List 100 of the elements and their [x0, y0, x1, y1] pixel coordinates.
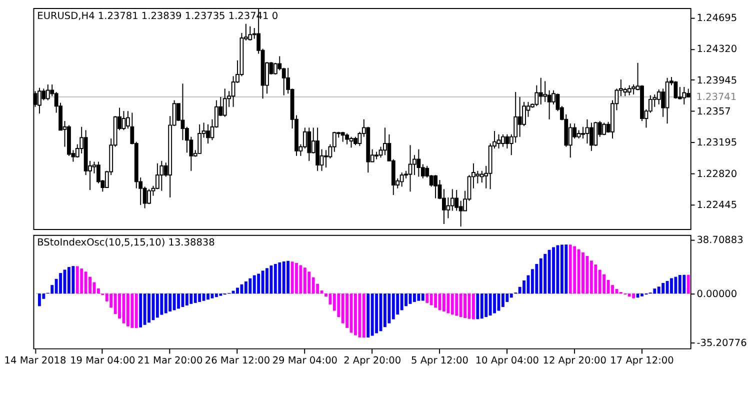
y-tick-label: -35.20776 [696, 338, 747, 350]
x-tick-label: 5 Apr 12:00 [411, 355, 468, 366]
candlestick [434, 174, 438, 199]
candlestick [412, 154, 416, 176]
bar [236, 288, 239, 294]
bar [156, 294, 159, 318]
bar [240, 284, 244, 294]
bar [442, 294, 446, 312]
candlestick [416, 148, 421, 178]
bar [662, 282, 665, 294]
x-tick-label: 21 Mar 20:00 [137, 355, 203, 366]
candlestick [38, 87, 42, 114]
bar [274, 264, 277, 294]
bar [602, 274, 606, 294]
candlestick [505, 134, 510, 149]
bar [421, 294, 424, 301]
bar [139, 294, 142, 328]
bar [670, 278, 673, 294]
bar [640, 294, 644, 296]
candlestick [476, 170, 480, 184]
bar [417, 294, 420, 301]
x-tick-label: 12 Apr 20:00 [542, 355, 606, 366]
candlestick [302, 127, 307, 149]
candlestick [568, 123, 572, 158]
x-tick-label: 17 Apr 12:00 [610, 355, 674, 366]
candlestick [602, 122, 606, 136]
bar [413, 294, 416, 302]
candlestick [324, 150, 328, 168]
candlestick [358, 131, 362, 146]
bar [232, 290, 235, 294]
candlestick [180, 83, 185, 141]
candlestick [589, 122, 594, 152]
y-tick-label: 1.24695 [696, 13, 738, 24]
x-tick-label: 2 Apr 20:00 [344, 355, 402, 366]
candlestick [160, 160, 164, 192]
candlestick [458, 200, 463, 228]
candlestick [632, 84, 636, 95]
candlestick [454, 190, 459, 212]
bar [362, 294, 366, 338]
x-tick-label: 10 Apr 04:00 [475, 355, 540, 366]
bar [552, 247, 555, 294]
candlestick [543, 80, 548, 102]
bar [459, 294, 462, 318]
bar [472, 294, 475, 320]
bar [450, 294, 454, 315]
bar [160, 294, 164, 315]
bar [548, 250, 551, 294]
bar [148, 294, 150, 323]
candlestick [538, 77, 543, 105]
y-tick-label: 1.23945 [696, 75, 738, 86]
bar [388, 294, 391, 324]
bar [434, 294, 438, 308]
bar [286, 260, 290, 294]
bar [126, 294, 130, 326]
bar [568, 244, 572, 294]
bar [476, 294, 480, 320]
candlestick [400, 172, 404, 188]
bar [202, 294, 206, 301]
candlestick [378, 146, 383, 158]
bar [358, 294, 362, 338]
bar [455, 294, 458, 316]
candlestick [547, 90, 552, 120]
bar [206, 294, 210, 300]
candlestick [496, 134, 501, 149]
bar [370, 294, 374, 336]
candlestick [627, 84, 632, 96]
bar [248, 278, 252, 294]
candlestick [222, 88, 227, 118]
bar [177, 294, 180, 309]
bar [80, 268, 84, 294]
bar [172, 294, 176, 310]
bar [678, 274, 682, 294]
y-tick-label: 1.2357 [696, 106, 731, 118]
bar [214, 294, 218, 298]
bar [84, 272, 88, 294]
bar [480, 294, 484, 319]
bar [76, 266, 79, 294]
bar [130, 294, 134, 328]
bar [464, 294, 466, 318]
bar [392, 294, 395, 320]
bar [539, 258, 542, 294]
bar [366, 294, 370, 338]
bar [244, 281, 248, 294]
bar [653, 288, 656, 294]
bar [488, 294, 492, 316]
bar [295, 262, 298, 294]
x-tick-label: 29 Mar 04:00 [272, 355, 338, 366]
bar [682, 274, 686, 294]
bar [278, 262, 282, 294]
bar [185, 294, 188, 306]
candlestick [682, 86, 686, 105]
bar [67, 267, 70, 294]
bar [134, 294, 138, 328]
bar [510, 294, 513, 298]
bar [252, 275, 256, 294]
y-tick-label: 0.00000 [696, 288, 738, 300]
bar [493, 294, 496, 314]
x-tick-label: 19 Mar 04:00 [70, 355, 136, 366]
y-tick-label: 1.22445 [696, 200, 738, 211]
bar [257, 274, 260, 294]
